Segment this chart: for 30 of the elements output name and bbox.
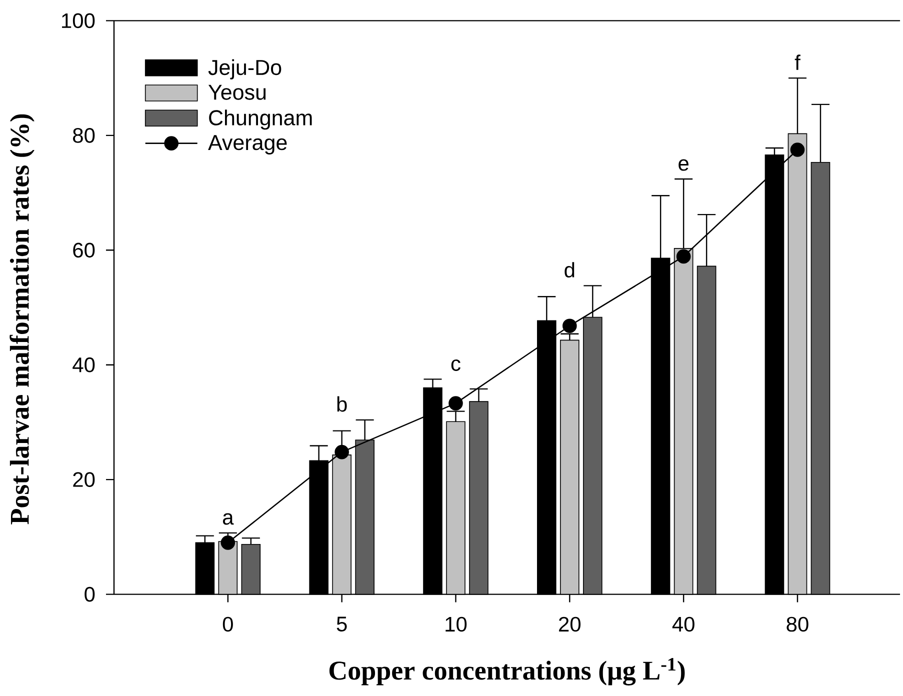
point xyxy=(334,444,349,460)
point xyxy=(448,396,463,410)
y-tick-label: 100 xyxy=(62,13,95,28)
y-tick-label: 20 xyxy=(73,472,95,488)
annotation: d xyxy=(564,262,574,278)
legend-label: Average xyxy=(208,135,287,154)
x-tick-label: 10 xyxy=(446,616,467,632)
annotation: a xyxy=(222,513,234,525)
x-tick-label: 5 xyxy=(336,616,347,632)
point xyxy=(220,536,236,550)
x-tick-label: 20 xyxy=(559,616,581,632)
y-tick-label: 40 xyxy=(72,357,95,372)
point xyxy=(790,142,805,157)
legend-label: Chungnam xyxy=(209,110,312,130)
y-tick-label: 60 xyxy=(73,242,95,258)
y-tick-label: 80 xyxy=(73,128,95,143)
annotation: f xyxy=(794,54,800,70)
point xyxy=(676,249,691,264)
annotation: b xyxy=(337,396,347,412)
annotation: c xyxy=(451,359,460,371)
y-tick-label: 0 xyxy=(84,586,95,602)
x-tick-label: 80 xyxy=(786,616,808,632)
annotation: e xyxy=(678,159,688,171)
x-tick-label: 40 xyxy=(672,616,694,632)
y-axis-title: Post-larvae malformation rates (%) xyxy=(10,114,34,524)
legend-label: Jeju-Do xyxy=(208,59,282,80)
point xyxy=(562,318,577,333)
x-tick-label: 0 xyxy=(222,616,233,632)
x-axis-title: Copper concentrations (μg L$^{-1}$) xyxy=(329,658,685,686)
legend-label: Yeosu xyxy=(208,84,266,100)
